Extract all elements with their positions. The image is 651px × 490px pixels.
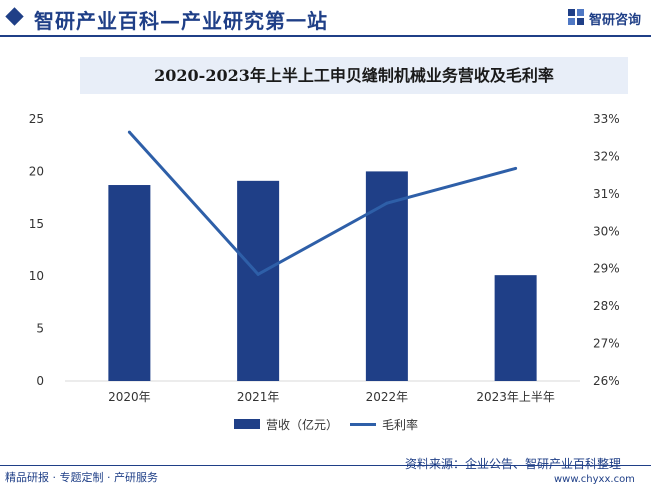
header-rule [0,35,651,37]
chart-title-band: 2020-2023年上半上工申贝缝制机械业务营收及毛利率 [80,57,628,94]
y-right-tick-label: 26% [593,374,620,388]
y-left-tick-label: 5 [36,322,44,336]
revenue-bar [365,171,408,381]
margin-point [385,201,389,205]
y-right-tick-label: 32% [593,149,620,163]
y-left-tick-label: 25 [29,112,44,126]
margin-point [127,130,131,134]
x-tick-label: 2021年 [237,390,280,404]
x-tick-label: 2023年上半年 [476,390,555,404]
y-right-tick-label: 33% [593,112,620,126]
chart-title: 2020-2023年上半上工申贝缝制机械业务营收及毛利率 [154,66,554,85]
legend-margin-label: 毛利率 [382,418,419,432]
site-title: 智研产业百科—产业研究第一站 [34,9,328,33]
y-left-tick-label: 20 [29,164,44,178]
y-left-tick-label: 0 [36,374,44,388]
y-right-tick-label: 31% [593,187,620,201]
x-tick-label: 2022年 [366,390,409,404]
margin-line [128,131,517,276]
y-right-tick-label: 27% [593,337,620,351]
y-right-tick-label: 29% [593,262,620,276]
zhiyan-logo-icon [568,9,584,25]
margin-point [514,166,518,170]
chart-legend: 营收（亿元） 毛利率 [0,415,651,435]
revenue-bar [237,180,280,381]
legend-line-swatch [350,423,376,426]
footer-services: 精品研报 · 专题定制 · 产研服务 [5,471,158,484]
page-header: 智研产业百科—产业研究第一站 智研咨询 [0,0,651,37]
footer-url[interactable]: www.chyxx.com [554,474,635,485]
x-tick-label: 2020年 [108,390,151,404]
logo-text: 智研咨询 [589,13,642,28]
revenue-bar [108,185,151,381]
y-right-tick-label: 28% [593,299,620,313]
footer-rule [0,465,651,466]
y-left-tick-label: 10 [29,269,44,283]
legend-bar-swatch [234,419,260,429]
y-right-tick-label: 30% [593,224,620,238]
margin-point [256,272,260,276]
y-left-tick-label: 15 [29,217,44,231]
footer-source: 资料来源：企业公告、智研产业百科整理 [405,457,622,471]
legend-revenue-label: 营收（亿元） [266,418,339,432]
revenue-bar [494,275,537,381]
